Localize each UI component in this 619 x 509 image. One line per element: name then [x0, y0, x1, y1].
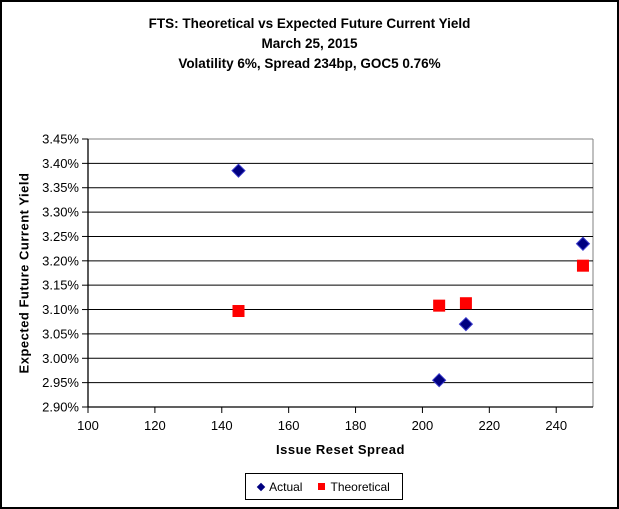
x-tick-label: 100 [77, 418, 99, 433]
theoretical-square-marker-icon [318, 483, 326, 490]
x-tick-label: 140 [211, 418, 233, 433]
y-tick-label: 3.30% [42, 205, 79, 220]
x-tick-label: 200 [412, 418, 434, 433]
y-tick-label: 3.40% [42, 156, 79, 171]
y-tick-label: 3.05% [42, 326, 79, 341]
x-tick-label: 180 [345, 418, 367, 433]
legend-label-actual: Actual [269, 479, 303, 494]
x-tick-label: 220 [478, 418, 500, 433]
y-tick-label: 3.00% [42, 351, 79, 366]
y-tick-label: 3.20% [42, 253, 79, 268]
chart-subtitle-params: Volatility 6%, Spread 234bp, GOC5 0.76% [178, 56, 441, 71]
x-axis-title: Issue Reset Spread [276, 442, 405, 457]
y-tick-label: 3.25% [42, 229, 79, 244]
data-point-actual [431, 372, 447, 388]
chart-title: FTS: Theoretical vs Expected Future Curr… [148, 16, 471, 31]
chart-title-block: FTS: Theoretical vs Expected Future Curr… [0, 14, 619, 74]
data-point-theoretical [459, 297, 472, 310]
data-point-actual [458, 316, 474, 332]
legend: Actual Theoretical [245, 473, 403, 500]
legend-label-theoretical: Theoretical [330, 479, 390, 494]
y-tick-label: 2.90% [42, 400, 79, 415]
data-point-theoretical [576, 259, 589, 272]
legend-item-theoretical: Theoretical [318, 479, 390, 494]
chart-subtitle-date: March 25, 2015 [261, 36, 358, 51]
y-axis-title: Expected Future Current Yield [16, 172, 32, 374]
data-point-theoretical [232, 305, 245, 318]
x-tick-label: 160 [278, 418, 300, 433]
data-point-theoretical [433, 299, 446, 312]
y-tick-label: 3.45% [42, 132, 79, 147]
y-tick-label: 3.10% [42, 302, 79, 317]
y-tick-label: 3.15% [42, 278, 79, 293]
y-tick-label: 3.35% [42, 180, 79, 195]
actual-diamond-marker-icon [256, 482, 266, 491]
data-point-actual [231, 163, 246, 178]
legend-item-actual: Actual [256, 479, 303, 494]
data-point-actual [575, 236, 591, 251]
x-tick-label: 240 [545, 418, 567, 433]
y-tick-label: 2.95% [42, 375, 79, 390]
x-tick-label: 120 [144, 418, 166, 433]
